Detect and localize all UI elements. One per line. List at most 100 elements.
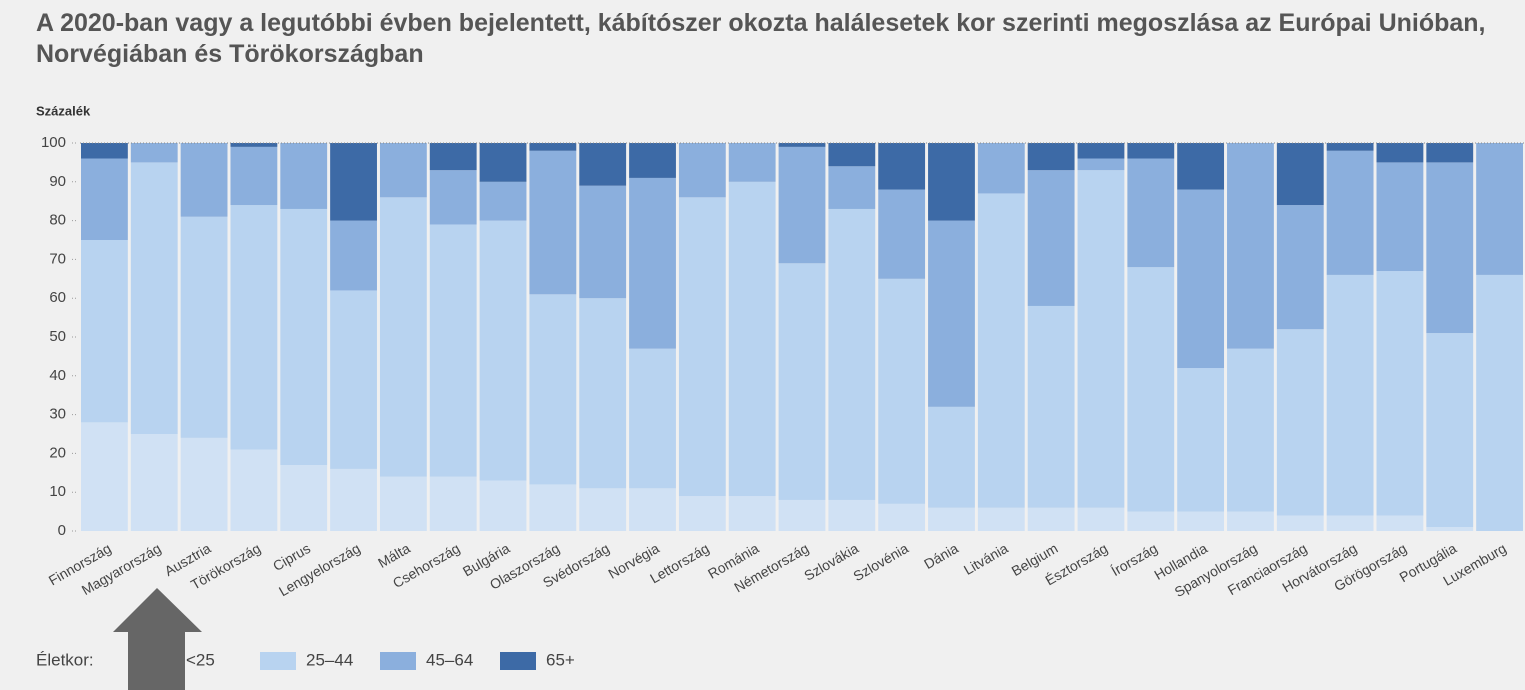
bar-segment xyxy=(330,220,377,291)
bar-segment xyxy=(1326,150,1374,275)
bar-segment xyxy=(579,185,627,299)
y-tick-label: 60 xyxy=(49,289,66,306)
bar-segment xyxy=(1077,143,1125,159)
bar-segment xyxy=(479,143,527,182)
bar-segment xyxy=(1376,162,1424,272)
y-tick-label: 90 xyxy=(49,173,66,190)
bar-segment xyxy=(1227,511,1274,531)
bar-segment xyxy=(1177,368,1225,512)
bar-segment xyxy=(878,189,926,279)
pointer-arrow xyxy=(113,588,202,690)
legend-label: 25–44 xyxy=(306,650,353,669)
bar-segment xyxy=(778,499,826,531)
bar-segment xyxy=(828,143,876,167)
y-tick-label: 20 xyxy=(49,444,66,461)
bar-segment xyxy=(828,208,876,500)
y-tick-label: 30 xyxy=(49,406,66,423)
bar-segment xyxy=(130,143,178,163)
bar-segment xyxy=(379,197,427,477)
bar-segment xyxy=(479,181,527,221)
y-tick-label: 40 xyxy=(49,367,66,384)
bar-segment xyxy=(1227,143,1274,349)
bar-segment xyxy=(280,465,328,531)
bar-segment xyxy=(977,143,1025,194)
chart-title: A 2020-ban vagy a legutóbbi évben bejele… xyxy=(36,9,1486,68)
bar-segment xyxy=(280,143,328,209)
y-tick-label: 100 xyxy=(41,134,66,151)
bar-segment xyxy=(828,499,876,531)
bar-segment xyxy=(1326,274,1374,516)
bar-segment xyxy=(1127,511,1175,531)
bar-segment xyxy=(479,480,527,531)
legend-label: 45–64 xyxy=(426,650,473,669)
bar-segment xyxy=(1027,143,1075,171)
bar-segment xyxy=(529,484,577,531)
bar-segment xyxy=(728,496,776,531)
bar-segment xyxy=(1276,143,1324,206)
legend-label: <25 xyxy=(186,650,215,669)
bar-segment xyxy=(678,143,726,198)
y-tick-label: 10 xyxy=(49,483,66,500)
bar-segment xyxy=(180,437,228,531)
bar-segment xyxy=(1276,515,1324,531)
bar-segment xyxy=(529,150,577,295)
bar-segment xyxy=(678,496,726,531)
bar-segment xyxy=(1326,515,1374,531)
bar-segment xyxy=(1276,205,1324,330)
bar-segment xyxy=(1326,143,1374,151)
bar-segment xyxy=(379,476,427,531)
bar-segment xyxy=(429,143,477,171)
bar-segment xyxy=(429,476,477,531)
bar-segment xyxy=(1127,267,1175,512)
bar-segment xyxy=(330,468,377,531)
bar-segment xyxy=(1077,170,1125,508)
bar-segment xyxy=(1027,170,1075,306)
bar-segment xyxy=(728,143,776,182)
bar-segment xyxy=(728,181,776,497)
bar-segment xyxy=(778,143,826,147)
bar-segment xyxy=(230,143,278,147)
bar-segment xyxy=(629,348,676,489)
y-tick-label: 0 xyxy=(58,522,66,539)
bar-segment xyxy=(1227,348,1274,512)
bar-segment xyxy=(1177,511,1225,531)
y-tick-label: 70 xyxy=(49,250,66,267)
bar-segment xyxy=(928,507,975,531)
bar-segment xyxy=(280,208,328,466)
bar-segment xyxy=(1177,189,1225,369)
bar-segment xyxy=(1276,329,1324,516)
bar-segment xyxy=(629,143,676,178)
bar-segment xyxy=(330,290,377,469)
bar-segment xyxy=(81,158,128,240)
bar-segment xyxy=(928,406,975,508)
bar-segment xyxy=(1426,527,1474,531)
bar-segment xyxy=(1177,143,1225,190)
legend-swatch xyxy=(380,652,416,670)
bar-segment xyxy=(629,177,676,349)
bar-segment xyxy=(130,162,178,434)
bar-segment xyxy=(977,507,1025,531)
bar-segment xyxy=(977,193,1025,508)
bar-segment xyxy=(130,434,178,531)
bar-segment xyxy=(878,278,926,504)
bar-segment xyxy=(1426,333,1474,528)
bar-segment xyxy=(579,488,627,531)
bar-segment xyxy=(230,146,278,206)
y-axis-label: Százalék xyxy=(36,103,91,118)
bar-segment xyxy=(1376,143,1424,163)
bar-segment xyxy=(928,220,975,407)
bar-segment xyxy=(429,170,477,225)
bar-segment xyxy=(529,294,577,485)
bar-segment xyxy=(828,166,876,209)
bar-segment xyxy=(1376,515,1424,531)
bar-segment xyxy=(1027,507,1075,531)
bar-segment xyxy=(1077,507,1125,531)
bar-segment xyxy=(1476,143,1523,275)
bar-segment xyxy=(1127,158,1175,268)
legend-swatch xyxy=(500,652,536,670)
bar-segment xyxy=(180,143,228,217)
bar-segment xyxy=(1376,271,1424,516)
bar-segment xyxy=(1027,305,1075,508)
